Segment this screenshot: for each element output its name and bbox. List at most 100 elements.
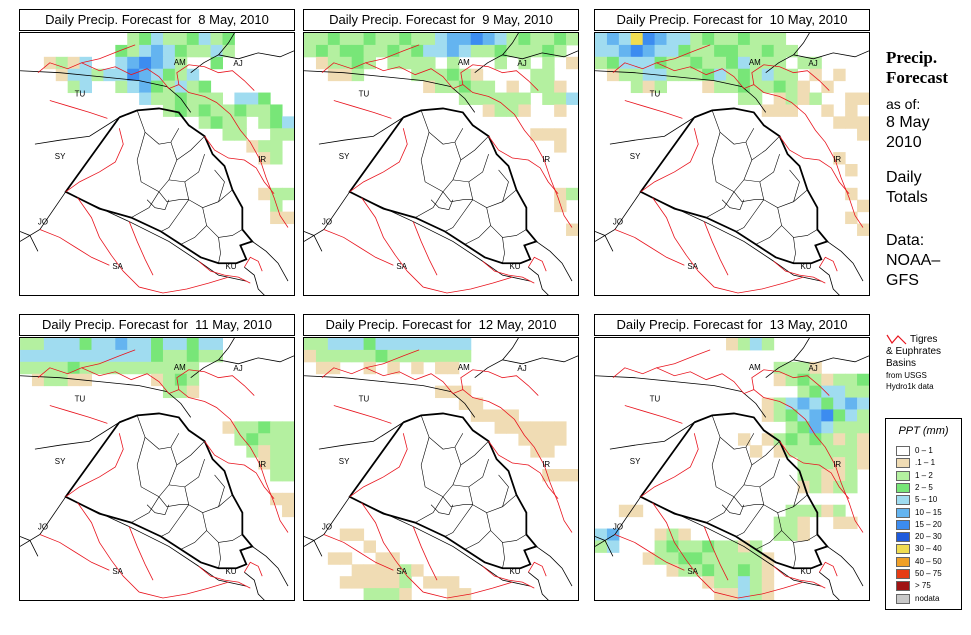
- province-line: [711, 437, 753, 498]
- precip-cell: [595, 33, 608, 46]
- precip-cell: [222, 104, 235, 117]
- legend-item: > 75: [896, 581, 958, 592]
- country-borders: [20, 33, 294, 295]
- precip-cell: [857, 445, 869, 458]
- precip-cell: [387, 338, 400, 351]
- precip-cell: [542, 469, 555, 482]
- precip-cell: [714, 56, 727, 70]
- precip-cell: [43, 373, 57, 387]
- legend-label: .1 – 1: [915, 458, 936, 468]
- precip-cell: [103, 349, 116, 363]
- precip-cell: [103, 68, 116, 82]
- precip-cell: [618, 68, 632, 82]
- forecast-date-line2: 2010: [886, 134, 922, 151]
- basin-line: [39, 229, 110, 266]
- precip-cells: [595, 33, 869, 236]
- legend-swatch: [896, 495, 910, 506]
- precip-cell: [749, 68, 763, 82]
- precip-cells: [20, 338, 294, 518]
- precip-cell: [857, 116, 869, 129]
- precip-cell: [470, 397, 484, 410]
- precip-cell: [67, 349, 81, 363]
- sidebar-title-line1: Precip.: [886, 48, 938, 67]
- precip-cell: [127, 361, 140, 375]
- precip-cell: [246, 92, 259, 105]
- precip-cell: [435, 338, 448, 351]
- data-source-line1: Data:: [886, 232, 925, 249]
- precip-cell: [186, 385, 200, 399]
- iraq-border: [639, 107, 829, 265]
- basin-line: [333, 100, 392, 119]
- basin-line: [49, 405, 108, 424]
- precip-cell: [458, 68, 472, 82]
- precip-cell: [210, 349, 223, 363]
- legend-swatch: [896, 470, 910, 481]
- precip-cell: [857, 433, 869, 446]
- precip-cell: [518, 92, 531, 105]
- precip-cell: [423, 338, 436, 351]
- province-line: [468, 474, 509, 513]
- province-line: [793, 494, 808, 507]
- precip-cell: [234, 128, 247, 141]
- precip-cell: [749, 445, 763, 458]
- precip-cell: [654, 33, 667, 46]
- precip-cell: [470, 44, 484, 58]
- legend-swatch: [896, 458, 910, 469]
- precip-cell: [726, 338, 739, 351]
- precip-cell: [339, 338, 353, 351]
- province-line: [502, 189, 517, 202]
- basin-line: [49, 100, 108, 119]
- precip-cell: [566, 469, 578, 482]
- precip-cell: [198, 44, 212, 58]
- iraq-border: [64, 412, 254, 570]
- precip-cell: [258, 457, 271, 470]
- precip-cell: [270, 457, 283, 470]
- country-label: AM: [458, 58, 470, 67]
- forecast-map: AM AJ TU SY IR JO SA KU: [303, 337, 579, 601]
- precip-cell: [399, 588, 412, 600]
- basin-line: [460, 64, 539, 91]
- precip-cell: [363, 576, 376, 589]
- border-line: [304, 338, 578, 418]
- precip-cell: [518, 44, 531, 58]
- precip-cell: [470, 92, 484, 105]
- basin-line: [773, 565, 826, 589]
- precip-cell: [270, 469, 283, 482]
- border-line: [20, 231, 265, 295]
- precip-cell: [55, 56, 69, 70]
- precip-cell: [797, 385, 810, 399]
- precip-cell: [530, 44, 543, 58]
- precip-cell: [845, 92, 858, 105]
- map-canvas: AM AJ TU SY IR JO SA KU: [304, 33, 578, 295]
- precip-cell: [423, 44, 436, 58]
- country-label: JO: [613, 523, 623, 532]
- legend-swatch: [896, 532, 910, 543]
- precip-cell: [304, 33, 317, 46]
- panel-title: Daily Precip. Forecast for 8 May, 2010: [19, 9, 295, 31]
- precip-cell: [399, 33, 412, 46]
- precip-cell: [258, 421, 271, 434]
- precip-cell: [857, 373, 869, 387]
- country-label: JO: [322, 523, 332, 532]
- precip-cell: [530, 68, 543, 82]
- precip-cell: [162, 385, 176, 399]
- forecast-panel-3: Daily Precip. Forecast for 10 May, 2010 …: [594, 9, 870, 296]
- precip-cell: [797, 445, 810, 458]
- country-label: AJ: [808, 59, 817, 68]
- precip-cell: [411, 56, 424, 70]
- country-label: JO: [38, 218, 48, 227]
- precip-cell: [139, 361, 152, 375]
- province-line: [793, 237, 796, 264]
- precip-cell: [435, 44, 448, 58]
- precip-cell: [282, 433, 294, 446]
- precip-cell: [198, 338, 212, 351]
- province-line: [136, 110, 180, 145]
- border-line: [595, 536, 840, 600]
- precip-cell: [797, 56, 810, 70]
- country-label: SA: [112, 262, 123, 271]
- forecast-map: AM AJ TU SY IR JO SA KU: [594, 32, 870, 296]
- basin-line: [656, 349, 711, 369]
- precip-cell: [115, 80, 128, 94]
- basin-line: [139, 276, 229, 294]
- precip-cell: [339, 68, 353, 82]
